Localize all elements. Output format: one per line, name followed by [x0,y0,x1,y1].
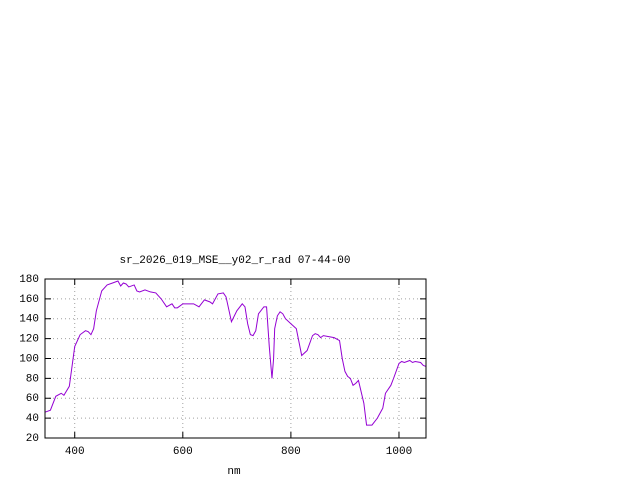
data-line [44,280,427,426]
x-axis-label: nm [227,466,241,478]
y-tick-label: 20 [26,433,39,445]
y-tick-label: 80 [26,373,39,385]
y-tick-label: 140 [19,314,39,326]
chart-title: sr_2026_019_MSE__y02_r_rad 07-44-00 [119,255,350,267]
x-tick-label: 600 [173,446,193,458]
y-tick-label: 120 [19,334,39,346]
y-tick-label: 40 [26,413,39,425]
y-tick-label: 160 [19,294,39,306]
y-tick-label: 100 [19,353,39,365]
x-tick-label: 400 [65,446,85,458]
x-tick-label: 800 [281,446,301,458]
y-tick-label: 60 [26,393,39,405]
x-tick-label: 1000 [386,446,412,458]
y-tick-label: 180 [19,274,39,286]
plot: 20 40 60 80 100 120 140 160 180 400 600 800 1000 [19,274,427,458]
plot-frame [44,278,427,439]
